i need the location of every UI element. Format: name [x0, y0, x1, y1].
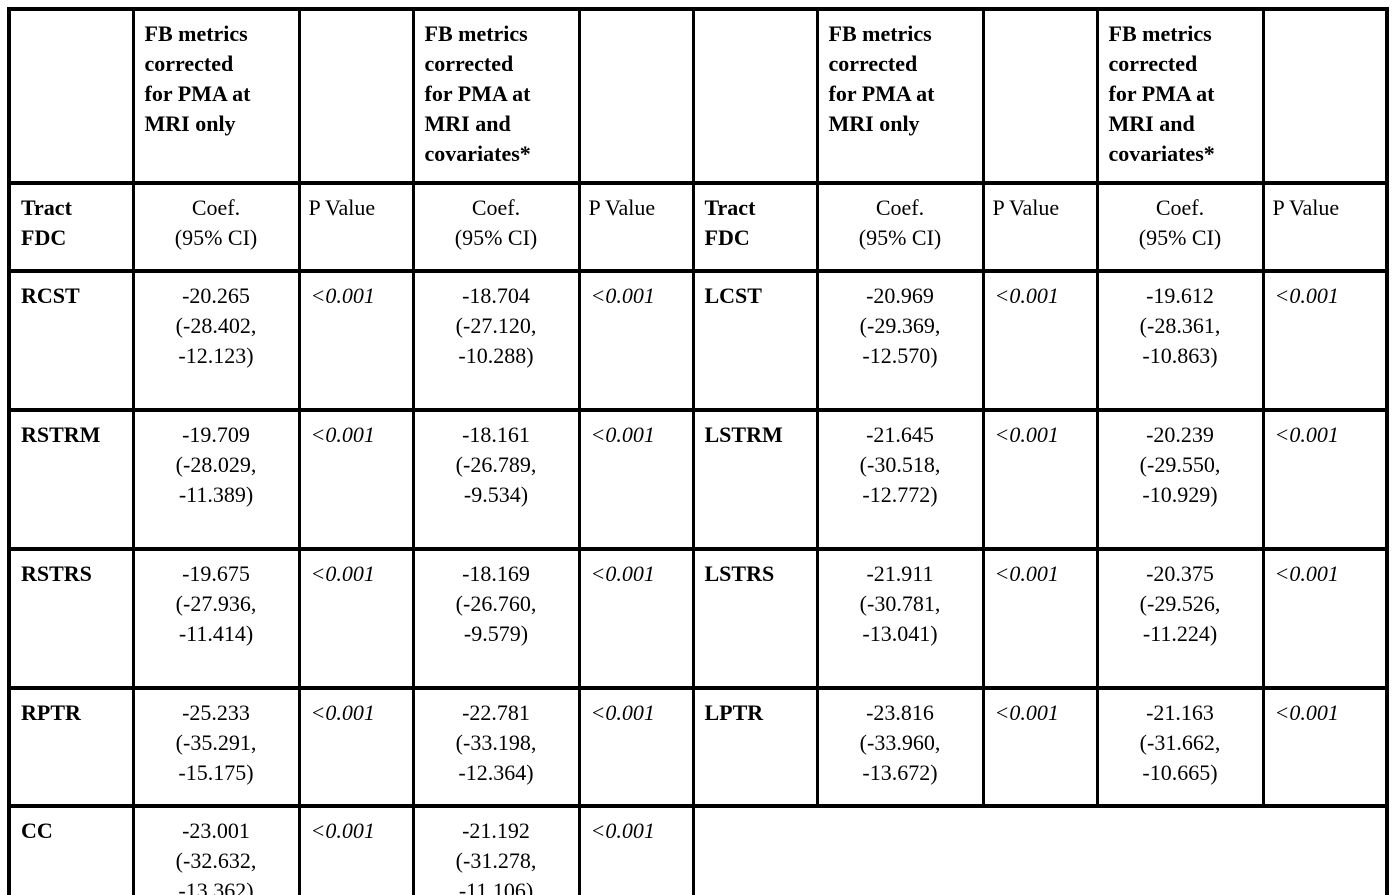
row-label-rstrs: RSTRS	[7, 547, 135, 690]
row-label-rcst: RCST	[7, 269, 135, 412]
cell-coef: -25.233 (-35.291, -15.175)	[131, 686, 301, 808]
cell-coef: -23.816 (-33.960, -13.672)	[815, 686, 985, 808]
column-header-coef-ci: Coef. (95% CI)	[131, 181, 301, 273]
group-header-empty	[297, 7, 415, 185]
cell-coef: -20.239 (-29.550, -10.929)	[1095, 408, 1265, 551]
cell-coef: -19.709 (-28.029, -11.389)	[131, 408, 301, 551]
column-header-tract-fdc-left: Tract FDC	[7, 181, 135, 273]
column-header-tract-fdc-right: Tract FDC	[691, 181, 819, 273]
group-header-empty	[981, 7, 1099, 185]
column-header-coef-ci: Coef. (95% CI)	[411, 181, 581, 273]
group-header-pma-covariates-left: FB metrics corrected for PMA at MRI and …	[411, 7, 581, 185]
group-header-pma-covariates-right: FB metrics corrected for PMA at MRI and …	[1095, 7, 1265, 185]
cell-p-value: <0.001	[981, 686, 1099, 808]
cell-p-value: <0.001	[1261, 686, 1389, 808]
cell-p-value: <0.001	[297, 269, 415, 412]
table-row: RPTR -25.233 (-35.291, -15.175) <0.001 -…	[7, 686, 1389, 808]
cell-p-value: <0.001	[297, 804, 415, 895]
table-row: RSTRS -19.675 (-27.936, -11.414) <0.001 …	[7, 547, 1389, 690]
empty-merged-cell	[691, 804, 1389, 895]
column-header-p-value: P Value	[1261, 181, 1389, 273]
column-header-p-value: P Value	[297, 181, 415, 273]
cell-coef: -20.265 (-28.402, -12.123)	[131, 269, 301, 412]
row-label-rstrm: RSTRM	[7, 408, 135, 551]
row-label-rptr: RPTR	[7, 686, 135, 808]
cell-p-value: <0.001	[577, 269, 695, 412]
table-row: RCST -20.265 (-28.402, -12.123) <0.001 -…	[7, 269, 1389, 412]
cell-coef: -22.781 (-33.198, -12.364)	[411, 686, 581, 808]
group-header-empty	[691, 7, 819, 185]
row-label-lcst: LCST	[691, 269, 819, 412]
cell-p-value: <0.001	[1261, 269, 1389, 412]
cell-p-value: <0.001	[577, 804, 695, 895]
cell-p-value: <0.001	[577, 547, 695, 690]
column-header-coef-ci: Coef. (95% CI)	[815, 181, 985, 273]
group-header-empty	[577, 7, 695, 185]
cell-coef: -20.375 (-29.526, -11.224)	[1095, 547, 1265, 690]
cell-p-value: <0.001	[297, 686, 415, 808]
cell-coef: -19.612 (-28.361, -10.863)	[1095, 269, 1265, 412]
row-label-lptr: LPTR	[691, 686, 819, 808]
group-header-row: FB metrics corrected for PMA at MRI only…	[7, 7, 1389, 185]
cell-p-value: <0.001	[1261, 408, 1389, 551]
row-label-lstrm: LSTRM	[691, 408, 819, 551]
cell-p-value: <0.001	[297, 547, 415, 690]
cell-coef: -21.645 (-30.518, -12.772)	[815, 408, 985, 551]
column-header-row: Tract FDC Coef. (95% CI) P Value Coef. (…	[7, 181, 1389, 273]
cell-p-value: <0.001	[981, 269, 1099, 412]
cell-p-value: <0.001	[981, 408, 1099, 551]
cell-p-value: <0.001	[577, 408, 695, 551]
table-row: CC -23.001 (-32.632, -13.362) <0.001 -21…	[7, 804, 1389, 895]
cell-p-value: <0.001	[1261, 547, 1389, 690]
cell-coef: -23.001 (-32.632, -13.362)	[131, 804, 301, 895]
column-header-p-value: P Value	[577, 181, 695, 273]
row-label-lstrs: LSTRS	[691, 547, 819, 690]
cell-coef: -21.192 (-31.278, -11.106)	[411, 804, 581, 895]
group-header-pma-only-right: FB metrics corrected for PMA at MRI only	[815, 7, 985, 185]
cell-coef: -20.969 (-29.369, -12.570)	[815, 269, 985, 412]
cell-coef: -18.704 (-27.120, -10.288)	[411, 269, 581, 412]
column-header-p-value: P Value	[981, 181, 1099, 273]
group-header-pma-only-left: FB metrics corrected for PMA at MRI only	[131, 7, 301, 185]
column-header-coef-ci: Coef. (95% CI)	[1095, 181, 1265, 273]
cell-coef: -21.911 (-30.781, -13.041)	[815, 547, 985, 690]
table-row: RSTRM -19.709 (-28.029, -11.389) <0.001 …	[7, 408, 1389, 551]
cell-p-value: <0.001	[981, 547, 1099, 690]
cell-coef: -18.161 (-26.789, -9.534)	[411, 408, 581, 551]
results-table: FB metrics corrected for PMA at MRI only…	[7, 7, 1389, 895]
group-header-empty	[1261, 7, 1389, 185]
row-label-cc: CC	[7, 804, 135, 895]
cell-p-value: <0.001	[577, 686, 695, 808]
group-header-empty	[7, 7, 135, 185]
cell-p-value: <0.001	[297, 408, 415, 551]
cell-coef: -18.169 (-26.760, -9.579)	[411, 547, 581, 690]
cell-coef: -21.163 (-31.662, -10.665)	[1095, 686, 1265, 808]
cell-coef: -19.675 (-27.936, -11.414)	[131, 547, 301, 690]
